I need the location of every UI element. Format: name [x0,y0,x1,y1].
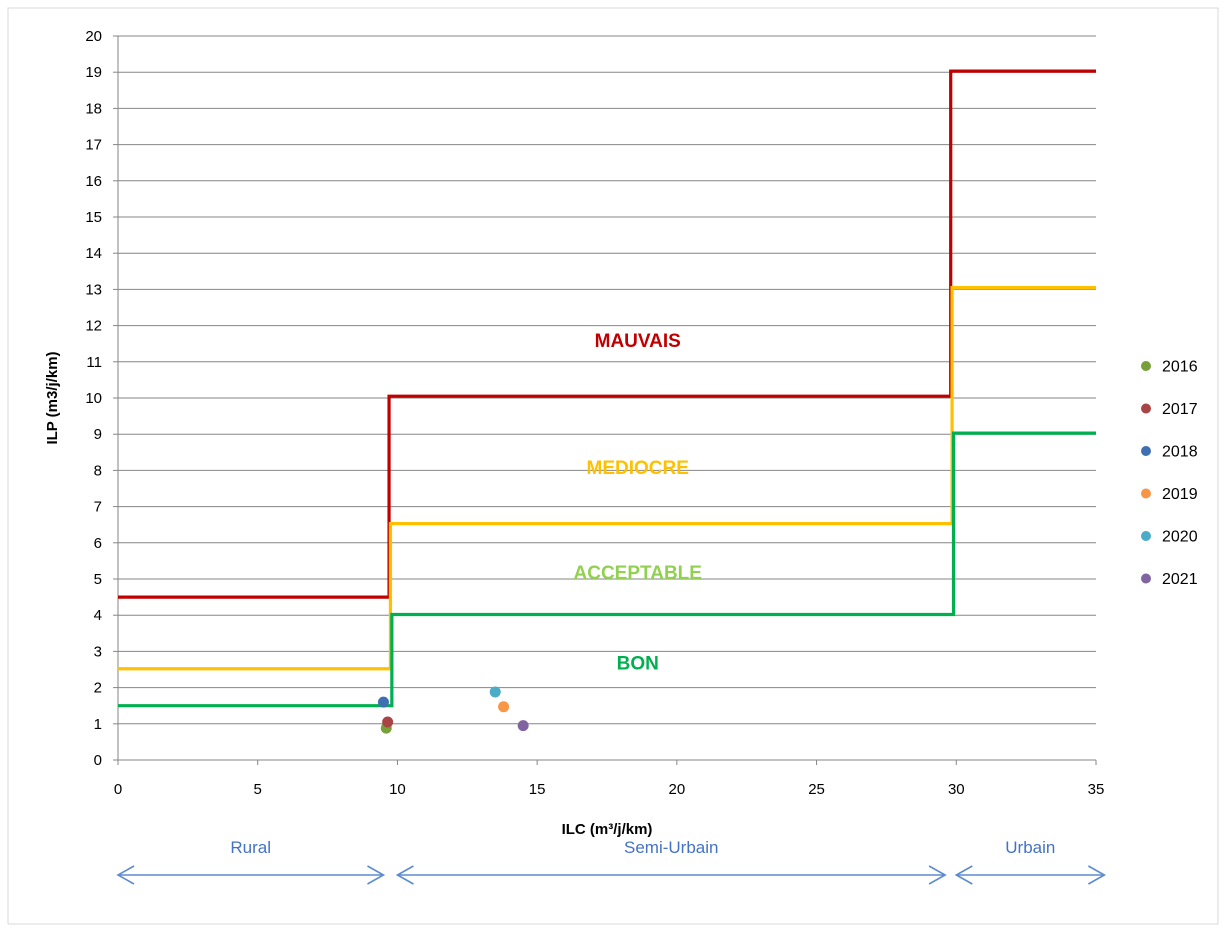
chart-border [7,7,1219,925]
threshold-line [118,431,1096,708]
x-axis-tick-labels: 0 5 10 15 20 25 30 35 [114,781,1105,798]
region-arrow-head-right [1087,865,1107,885]
x-tick-label: 0 [114,781,122,798]
zone-label: BON [617,653,659,674]
x-tick-label: 15 [529,781,546,798]
y-tick-label: 6 [94,535,102,552]
region-arrow-head-right [928,865,947,885]
legend-label: 2020 [1162,529,1198,546]
data-point [498,701,510,713]
legend-marker [1141,531,1151,541]
region-label: Rural [230,838,271,857]
y-tick-label: 4 [94,607,102,624]
y-tick-label: 17 [85,137,102,154]
legend-label: 2017 [1162,401,1198,418]
legend: 2016 2017 2018 2019 2020 2021 [1141,359,1198,588]
x-tick-label: 10 [389,781,406,798]
data-points [377,686,529,734]
y-tick-label: 19 [85,64,102,81]
zone-label: MEDIOCRE [587,458,689,479]
y-tick-label: 15 [85,209,102,226]
y-tick-label: 7 [94,499,102,516]
zone-label: ACCEPTABLE [574,563,702,584]
x-tick-label: 30 [948,781,965,798]
y-tick-label: 13 [85,281,102,298]
legend-marker [1141,361,1151,371]
data-point [382,716,394,728]
legend-label: 2016 [1162,359,1198,376]
y-tick-label: 5 [94,571,102,588]
legend-label: 2018 [1162,444,1198,461]
y-tick-label: 12 [85,318,102,335]
region-arrows: Rural Semi-Urbain Urbain [116,838,1107,885]
legend-marker [1141,446,1151,456]
y-tick-label: 3 [94,643,102,660]
y-tick-label: 10 [85,390,102,407]
y-tick-label: 8 [94,462,102,479]
x-tick-label: 25 [808,781,825,798]
region-arrow-head-right [367,865,386,885]
y-tick-label: 0 [94,752,102,769]
y-axis-label: ILP (m3/j/km) [44,351,61,444]
threshold-lines [118,69,1096,708]
y-tick-label: 14 [85,245,102,262]
legend-label: 2019 [1162,486,1198,503]
y-tick-label: 9 [94,426,102,443]
y-tick-label: 16 [85,173,102,190]
legend-label: 2021 [1162,571,1198,588]
region-label: Semi-Urbain [624,838,718,857]
x-axis-label: ILC (m³/j/km) [562,821,653,838]
y-tick-label: 11 [86,354,102,371]
x-tick-label: 5 [254,781,262,798]
region-arrow-head-left [116,865,135,885]
y-tick-label: 2 [94,680,102,697]
gridlines [113,35,1097,765]
data-point [517,720,529,732]
legend-marker [1141,488,1151,499]
y-tick-label: 1 [94,716,102,733]
zone-label: MAUVAIS [595,331,681,352]
x-tick-label: 20 [669,781,686,798]
region-label: Urbain [1005,838,1055,857]
zone-labels: MAUVAIS MEDIOCRE ACCEPTABLE BON [574,331,702,674]
y-tick-label: 18 [85,100,102,117]
data-point [377,696,389,708]
legend-marker [1141,573,1151,584]
threshold-line [118,285,1096,671]
data-point [489,686,501,698]
x-tick-label: 35 [1088,781,1105,798]
threshold-line [118,69,1096,599]
region-arrow-head-left [954,865,973,885]
y-tick-label: 20 [85,28,102,45]
legend-marker [1141,403,1151,414]
region-arrow-head-left [395,865,414,885]
